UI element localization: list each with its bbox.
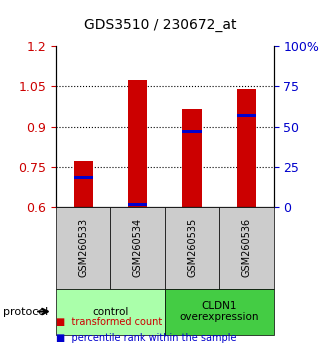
Text: GSM260533: GSM260533 (78, 218, 88, 278)
Text: protocol: protocol (3, 307, 48, 316)
Bar (128, 202, 147, 206)
Text: ■  transformed count: ■ transformed count (56, 317, 162, 327)
Bar (74, 161, 93, 207)
Bar (182, 130, 202, 133)
Text: GSM260536: GSM260536 (241, 218, 252, 278)
Bar (182, 109, 202, 207)
Text: CLDN1
overexpression: CLDN1 overexpression (180, 301, 259, 322)
Text: GSM260534: GSM260534 (132, 218, 143, 278)
Text: GDS3510 / 230672_at: GDS3510 / 230672_at (84, 18, 236, 32)
Bar (237, 89, 256, 207)
Text: GSM260535: GSM260535 (187, 218, 197, 278)
Bar (128, 80, 147, 207)
Bar (237, 114, 256, 117)
Text: ■  percentile rank within the sample: ■ percentile rank within the sample (56, 333, 236, 343)
Bar (74, 176, 93, 179)
Text: control: control (92, 307, 129, 316)
